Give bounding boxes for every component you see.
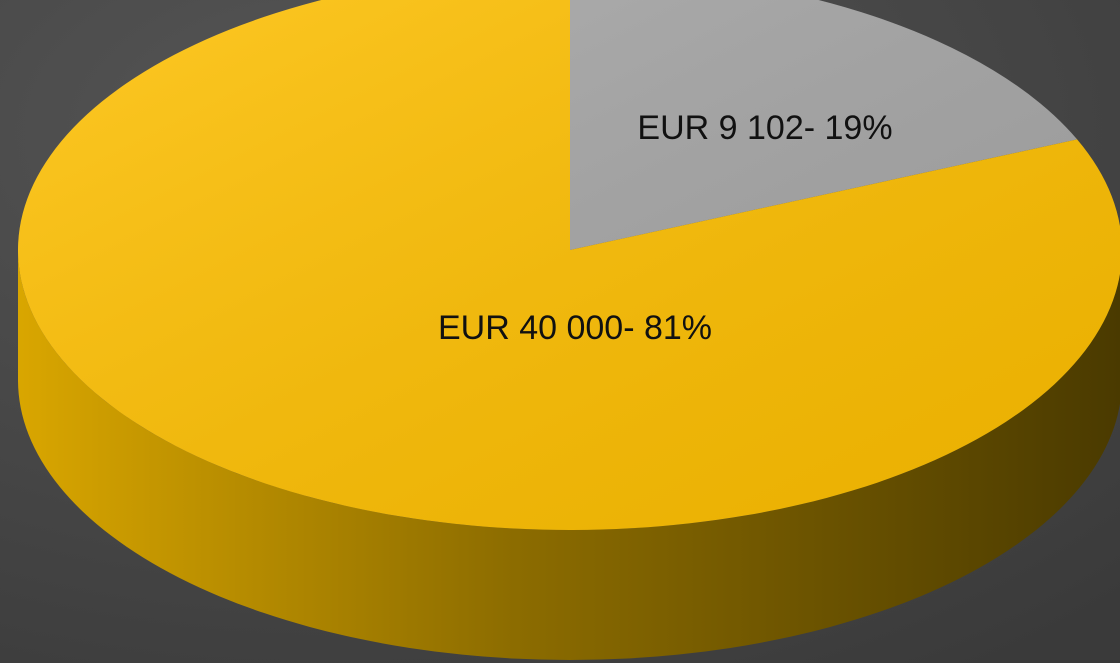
data-label: EUR 9 102- 19% [637,109,892,147]
data-label: EUR 40 000- 81% [438,309,712,347]
pie: EUR 9 102- 19% EUR 40 000- 81% [18,0,1120,660]
slice-side [18,250,1120,660]
